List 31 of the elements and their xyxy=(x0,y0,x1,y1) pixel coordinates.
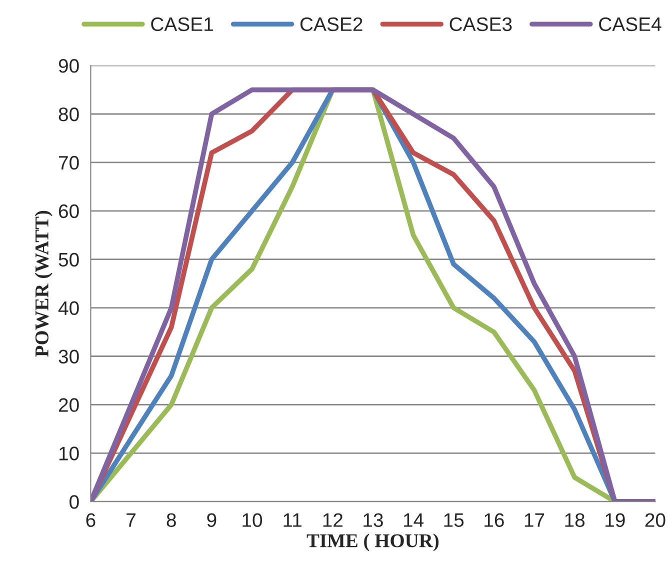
x-tick-label: 20 xyxy=(645,513,666,527)
y-tick-label: 20 xyxy=(58,398,79,412)
y-tick-label: 30 xyxy=(58,350,79,364)
x-tick-label: 19 xyxy=(606,513,625,527)
y-tick-label: 50 xyxy=(58,252,79,267)
x-tick-label: 12 xyxy=(323,513,342,527)
legend-label: CASE3 xyxy=(450,17,512,32)
y-tick-label: 10 xyxy=(59,446,79,460)
x-tick-label: 11 xyxy=(284,513,302,527)
x-tick-label: 17 xyxy=(524,513,544,527)
x-tick-label: 18 xyxy=(565,513,585,527)
y-tick-label: 80 xyxy=(58,107,79,122)
x-tick-label: 15 xyxy=(444,513,464,527)
legend-label: CASE4 xyxy=(599,17,662,32)
x-axis-title: TIME ( HOUR) xyxy=(306,534,439,552)
legend-label: CASE1 xyxy=(151,17,213,32)
y-tick-label: 70 xyxy=(58,156,79,170)
x-tick-label: 6 xyxy=(86,513,96,527)
x-tick-label: 14 xyxy=(404,513,424,527)
x-tick-label: 16 xyxy=(484,513,504,527)
x-tick-label: 8 xyxy=(166,513,176,527)
x-tick-label: 7 xyxy=(126,513,136,527)
x-tick-label: 9 xyxy=(207,513,216,527)
y-tick-label: 40 xyxy=(58,301,79,316)
y-tick-label: 0 xyxy=(70,495,79,509)
y-tick-label: 60 xyxy=(58,204,79,218)
y-axis-title: POWER (WATT) xyxy=(34,210,52,357)
y-tick-label: 90 xyxy=(58,59,79,73)
x-tick-label: 13 xyxy=(364,513,383,527)
legend-label: CASE2 xyxy=(300,17,362,32)
x-tick-label: 10 xyxy=(242,513,262,527)
